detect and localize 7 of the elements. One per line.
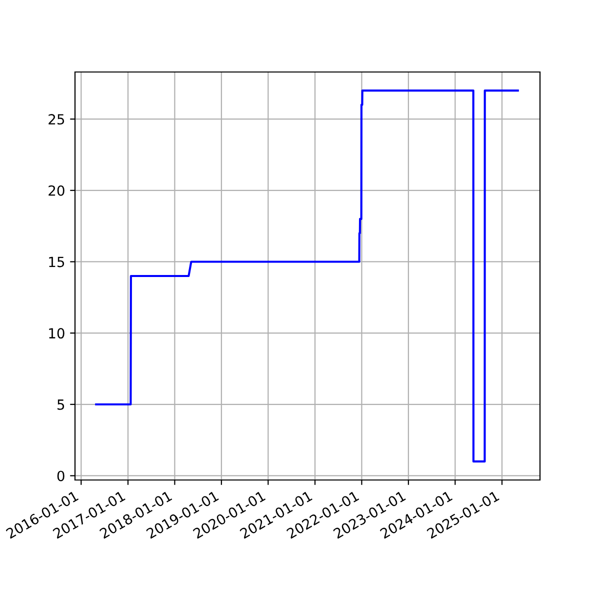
y-tick-label: 5 bbox=[58, 400, 64, 410]
y-tick-label: 25 bbox=[48, 114, 64, 125]
y-tick-label: 20 bbox=[48, 185, 64, 196]
y-tick-label: 0 bbox=[57, 470, 64, 482]
line-series bbox=[95, 90, 519, 462]
y-tick-label: 10 bbox=[49, 328, 64, 339]
y-tick-label: 15 bbox=[49, 256, 64, 268]
